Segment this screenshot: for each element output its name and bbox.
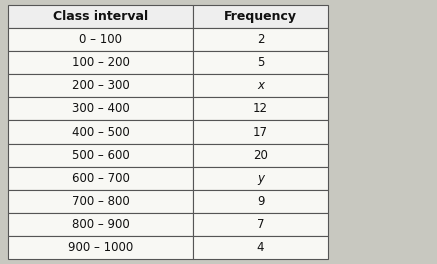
Bar [193,51,328,74]
Text: 400 – 500: 400 – 500 [72,125,129,139]
Text: x: x [257,79,264,92]
Text: 900 – 1000: 900 – 1000 [68,241,133,254]
Text: 200 – 300: 200 – 300 [72,79,129,92]
Text: 0 – 100: 0 – 100 [79,33,122,46]
Text: 300 – 400: 300 – 400 [72,102,129,115]
Bar [193,28,328,51]
Text: 20: 20 [253,149,268,162]
Text: 4: 4 [257,241,264,254]
Bar [193,236,328,259]
Bar [193,213,328,236]
Bar [8,5,193,28]
Bar [193,167,328,190]
Bar [193,190,328,213]
Bar [8,51,193,74]
Text: Class interval: Class interval [53,10,148,23]
Bar [193,97,328,120]
Bar [8,190,193,213]
Text: 100 – 200: 100 – 200 [72,56,129,69]
Bar [8,74,193,97]
Text: 17: 17 [253,125,268,139]
Text: 700 – 800: 700 – 800 [72,195,129,208]
Bar [193,5,328,28]
Text: 800 – 900: 800 – 900 [72,218,129,231]
Text: Frequency: Frequency [224,10,297,23]
Text: 7: 7 [257,218,264,231]
Text: 12: 12 [253,102,268,115]
Text: 500 – 600: 500 – 600 [72,149,129,162]
Text: 5: 5 [257,56,264,69]
Bar [8,120,193,144]
Bar [193,74,328,97]
Text: y: y [257,172,264,185]
Bar [8,144,193,167]
Bar [193,120,328,144]
Text: 600 – 700: 600 – 700 [72,172,129,185]
Text: 9: 9 [257,195,264,208]
Bar [8,97,193,120]
Bar [8,167,193,190]
Bar [8,236,193,259]
Text: 2: 2 [257,33,264,46]
Bar [8,213,193,236]
Bar [193,144,328,167]
Bar [8,28,193,51]
